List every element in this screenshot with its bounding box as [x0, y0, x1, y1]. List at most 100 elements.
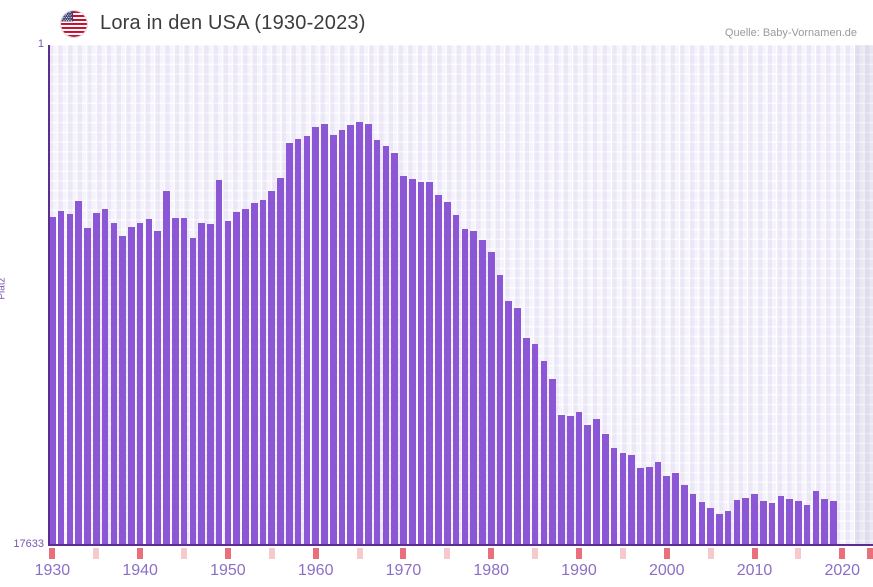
- bar-1969[interactable]: [391, 152, 398, 546]
- bar-2017[interactable]: [812, 491, 820, 546]
- bar-2016[interactable]: [803, 505, 811, 546]
- bar-1954[interactable]: [259, 199, 267, 546]
- bar-1992[interactable]: [593, 419, 600, 546]
- bar-1935[interactable]: [92, 213, 100, 546]
- bar-1939[interactable]: [128, 226, 135, 546]
- bar-1941[interactable]: [145, 218, 153, 546]
- bar-1976[interactable]: [452, 215, 460, 546]
- bar-1959[interactable]: [303, 136, 311, 546]
- bar-1998[interactable]: [645, 466, 653, 546]
- bar-1985[interactable]: [531, 344, 539, 546]
- bar-1981[interactable]: [496, 275, 504, 546]
- plot-area: [48, 45, 873, 546]
- bar-1991[interactable]: [584, 424, 592, 546]
- bar-1961[interactable]: [321, 123, 328, 546]
- x-tick-minor-1995: [619, 548, 626, 559]
- bar-1970[interactable]: [400, 176, 407, 546]
- bar-1990[interactable]: [575, 411, 583, 546]
- bar-2000[interactable]: [663, 475, 671, 546]
- x-tick-major-2020: [839, 548, 846, 559]
- bar-1952[interactable]: [242, 208, 249, 546]
- bar-1966[interactable]: [365, 123, 372, 546]
- bar-2007[interactable]: [724, 511, 732, 546]
- bar-1948[interactable]: [207, 224, 214, 546]
- bar-1937[interactable]: [110, 222, 118, 546]
- bar-1962[interactable]: [329, 134, 337, 546]
- bar-2019[interactable]: [830, 500, 837, 546]
- bar-1984[interactable]: [523, 337, 530, 546]
- bar-1945[interactable]: [180, 217, 188, 546]
- bar-1951[interactable]: [233, 211, 240, 546]
- bar-1946[interactable]: [189, 238, 197, 546]
- bar-1953[interactable]: [250, 203, 258, 546]
- bar-1964[interactable]: [347, 124, 355, 546]
- x-tick-minor-2005: [707, 548, 714, 559]
- bar-1968[interactable]: [382, 145, 390, 546]
- bar-2003[interactable]: [689, 493, 697, 546]
- x-axis-label-1960: 1960: [297, 562, 334, 579]
- x-tick-minor-1975: [444, 548, 451, 559]
- bar-1980[interactable]: [487, 251, 495, 546]
- bar-2005[interactable]: [707, 507, 714, 546]
- bar-1972[interactable]: [417, 181, 425, 546]
- bar-1978[interactable]: [470, 230, 477, 546]
- bar-1986[interactable]: [540, 360, 548, 546]
- bar-2009[interactable]: [742, 497, 750, 546]
- bar-1955[interactable]: [268, 190, 276, 546]
- bar-1943[interactable]: [163, 190, 170, 546]
- bar-1983[interactable]: [514, 308, 521, 546]
- bar-1996[interactable]: [628, 455, 635, 546]
- bar-1936[interactable]: [101, 208, 109, 546]
- bar-1958[interactable]: [294, 138, 302, 546]
- bar-2013[interactable]: [777, 496, 785, 546]
- bar-1999[interactable]: [654, 462, 662, 546]
- bar-1947[interactable]: [198, 222, 205, 546]
- bar-1993[interactable]: [602, 433, 609, 546]
- bar-1963[interactable]: [338, 130, 346, 546]
- bar-1944[interactable]: [171, 218, 179, 546]
- x-tick-major-1960: [312, 548, 319, 559]
- bar-1973[interactable]: [426, 182, 434, 546]
- bar-1989[interactable]: [566, 415, 574, 546]
- bar-1957[interactable]: [286, 143, 293, 546]
- bar-2001[interactable]: [672, 472, 679, 546]
- bar-1930[interactable]: [49, 216, 56, 546]
- bar-1979[interactable]: [479, 239, 486, 546]
- bar-1933[interactable]: [75, 201, 83, 546]
- bar-1932[interactable]: [66, 214, 74, 546]
- bar-1982[interactable]: [505, 301, 513, 546]
- bar-1974[interactable]: [435, 195, 442, 546]
- bar-2002[interactable]: [680, 485, 688, 546]
- bar-1987[interactable]: [549, 379, 556, 546]
- bar-2006[interactable]: [716, 513, 723, 546]
- bar-1950[interactable]: [224, 221, 232, 546]
- bar-1995[interactable]: [619, 453, 627, 546]
- bar-2011[interactable]: [759, 501, 767, 546]
- bar-1994[interactable]: [610, 447, 618, 546]
- bar-2014[interactable]: [786, 498, 793, 546]
- bar-1997[interactable]: [637, 468, 644, 546]
- bar-1940[interactable]: [136, 223, 144, 546]
- bar-1971[interactable]: [408, 178, 416, 546]
- bar-1934[interactable]: [84, 228, 91, 546]
- bar-1931[interactable]: [57, 211, 65, 546]
- bar-2004[interactable]: [698, 502, 706, 546]
- bar-2018[interactable]: [821, 498, 829, 546]
- bar-1960[interactable]: [312, 126, 319, 546]
- x-axis-label-1940: 1940: [122, 562, 158, 579]
- bar-1949[interactable]: [215, 179, 223, 546]
- bar-2015[interactable]: [795, 500, 802, 546]
- bar-2010[interactable]: [751, 493, 758, 546]
- bar-1956[interactable]: [277, 178, 284, 546]
- bar-2008[interactable]: [733, 499, 741, 546]
- bar-2012[interactable]: [768, 503, 776, 546]
- bar-1967[interactable]: [373, 139, 381, 546]
- bar-1977[interactable]: [461, 228, 469, 546]
- bar-1965[interactable]: [356, 122, 363, 546]
- bar-1942[interactable]: [154, 231, 162, 546]
- x-tick-major-1980: [488, 548, 495, 559]
- bar-1938[interactable]: [119, 235, 126, 546]
- bar-1988[interactable]: [558, 414, 565, 546]
- bar-1975[interactable]: [444, 202, 451, 546]
